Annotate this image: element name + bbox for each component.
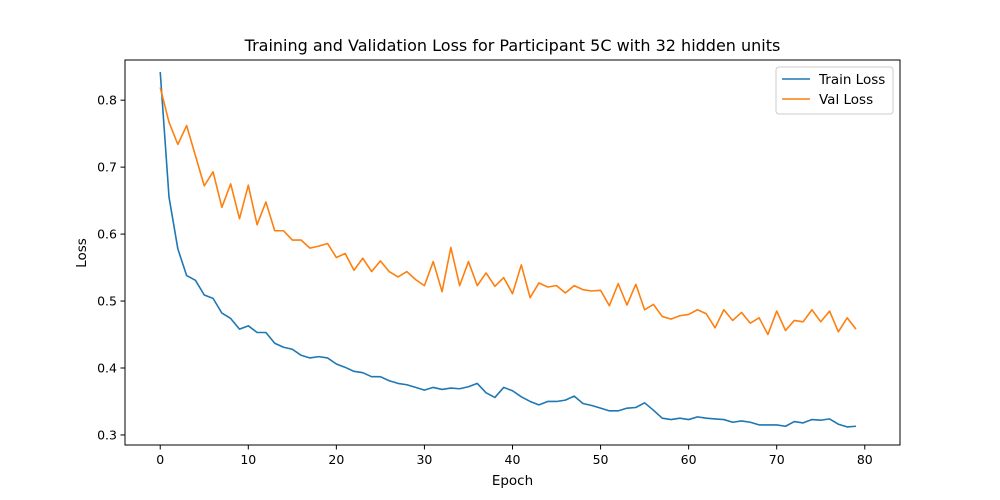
series-line-val-loss: [159, 87, 857, 336]
x-tick-label: 50: [593, 452, 609, 467]
x-tick-label: 20: [328, 452, 344, 467]
series-line-train-loss: [159, 71, 857, 428]
x-axis-label: Epoch: [492, 473, 533, 489]
chart-title: Training and Validation Loss for Partici…: [244, 36, 781, 55]
x-tick-label: 40: [505, 452, 521, 467]
x-tick-label: 70: [769, 452, 785, 467]
series-layer: [159, 71, 857, 428]
y-tick-label: 0.3: [97, 427, 117, 442]
y-tick-label: 0.6: [97, 227, 117, 242]
x-tick-label: 30: [416, 452, 432, 467]
y-tick-label: 0.7: [97, 160, 117, 175]
y-tick-label: 0.8: [97, 93, 117, 108]
y-axis: 0.3 0.4 0.5 0.6 0.7 0.8: [97, 93, 125, 442]
legend-label: Train Loss: [818, 72, 885, 88]
y-tick-label: 0.5: [97, 294, 117, 309]
y-tick-label: 0.4: [97, 361, 117, 376]
legend: Train Loss Val Loss: [775, 66, 894, 115]
y-axis-label: Loss: [74, 238, 90, 268]
x-tick-label: 60: [681, 452, 697, 467]
x-tick-label: 10: [240, 452, 256, 467]
x-tick-label: 0: [156, 452, 164, 467]
x-tick-label: 80: [857, 452, 873, 467]
legend-label: Val Loss: [819, 92, 873, 108]
x-axis: 0 10 20 30 40 50 60 70 80: [156, 445, 873, 467]
